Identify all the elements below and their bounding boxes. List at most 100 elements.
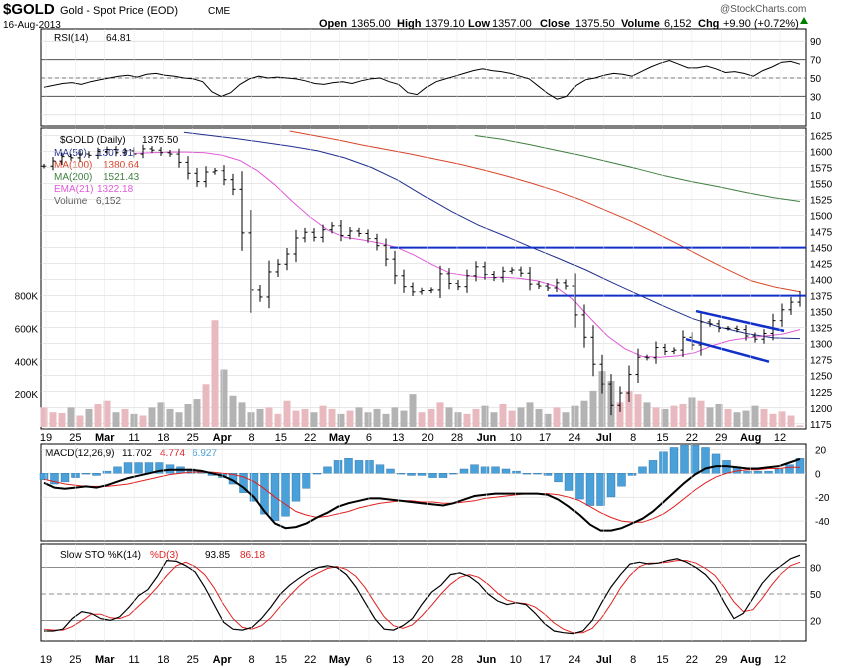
volume-bar bbox=[535, 408, 543, 427]
x-tick-label-bottom: 19 bbox=[40, 654, 52, 666]
volume-bar bbox=[121, 408, 129, 427]
macd-histogram-bar bbox=[134, 462, 143, 474]
price-tick-label: 1600 bbox=[810, 148, 833, 159]
macd-histogram-bar bbox=[774, 468, 784, 474]
exchange-label: CME bbox=[208, 6, 231, 17]
volume-bar bbox=[589, 390, 597, 427]
macd-legend-label: MACD(12,26,9) bbox=[45, 448, 114, 459]
macd-histogram-bar bbox=[659, 451, 668, 474]
macd-histogram-bar bbox=[680, 445, 689, 474]
x-tick-label-top: Jul bbox=[596, 432, 612, 444]
volume-bar bbox=[184, 404, 192, 427]
x-tick-label-bottom: 11 bbox=[128, 654, 139, 666]
macd-histogram-bar bbox=[239, 473, 248, 493]
x-tick-label-top: May bbox=[329, 432, 351, 444]
x-tick-label-top: 15 bbox=[656, 432, 668, 444]
rsi-plot: 10 30 50 70 90 bbox=[41, 37, 822, 122]
high-value: 1379.10 bbox=[425, 18, 465, 30]
up-arrow-icon bbox=[800, 17, 808, 24]
x-tick-label-top: 20 bbox=[422, 432, 434, 444]
low-label: Low bbox=[468, 18, 490, 30]
volume-bar bbox=[76, 415, 84, 427]
macd-tick-label: 0 bbox=[815, 469, 821, 480]
x-tick-label-bottom: 6 bbox=[366, 654, 372, 666]
sto-d-line bbox=[43, 560, 801, 634]
volume-bar bbox=[697, 400, 705, 427]
macd-histogram-bar bbox=[396, 473, 406, 475]
x-tick-label-bottom: Apr bbox=[213, 654, 233, 666]
volume-bar bbox=[760, 408, 768, 427]
volume-bar bbox=[472, 408, 480, 427]
macd-histogram-value: 6.927 bbox=[192, 448, 217, 459]
volume-bar bbox=[175, 412, 183, 427]
volume-bar bbox=[391, 407, 399, 427]
macd-histogram-bar bbox=[617, 473, 626, 487]
macd-histogram-bar bbox=[281, 473, 290, 517]
macd-legend: MACD(12,26,9) 11.702 4.774 6.927 bbox=[45, 448, 217, 459]
stochastic-legend: Slow STO %K(14) %D(3) 93.85 86.18 bbox=[60, 550, 265, 561]
x-tick-label-bottom: 15 bbox=[656, 654, 668, 666]
volume-bar bbox=[571, 405, 579, 427]
macd-histogram-bar bbox=[365, 460, 374, 474]
x-tick-label-bottom: 12 bbox=[774, 654, 786, 666]
chart-date: 16-Aug-2013 bbox=[3, 20, 61, 31]
chg-label: Chg bbox=[698, 18, 719, 30]
volume-bar bbox=[112, 412, 120, 427]
ma100-legend-value: 1380.64 bbox=[103, 160, 140, 171]
x-tick-label-bottom: 8 bbox=[630, 654, 636, 666]
macd-histogram-bar bbox=[113, 466, 122, 474]
open-value: 1365.00 bbox=[351, 18, 391, 30]
rsi-line bbox=[43, 59, 801, 100]
macd-histogram-bar bbox=[375, 464, 385, 474]
volume-bar bbox=[409, 394, 417, 427]
macd-line bbox=[43, 457, 801, 532]
price-tick-label: 1275 bbox=[810, 356, 833, 367]
macd-histogram-bar bbox=[543, 473, 553, 476]
macd-histogram-bar bbox=[302, 473, 311, 489]
volume-bar bbox=[355, 407, 363, 427]
macd-panel bbox=[40, 443, 807, 542]
symbol-title: $GOLD bbox=[3, 1, 55, 18]
ma50-legend-label: MA(50) bbox=[54, 148, 87, 159]
volume-bar bbox=[634, 394, 642, 427]
volume-bar bbox=[490, 412, 498, 427]
volume-bar bbox=[364, 412, 372, 427]
rsi-tick-label: 10 bbox=[810, 111, 822, 122]
x-tick-label-top: 17 bbox=[539, 432, 551, 444]
volume-bar bbox=[616, 402, 624, 427]
x-tick-label-bottom: 8 bbox=[248, 654, 254, 666]
volume-bar bbox=[463, 413, 471, 427]
macd-histogram-bar bbox=[354, 460, 364, 474]
macd-histogram-bar bbox=[690, 445, 700, 474]
macd-histogram-bar bbox=[596, 473, 605, 506]
macd-histogram-bar bbox=[291, 473, 301, 502]
volume-bar bbox=[346, 410, 354, 427]
volume-tick-label: 200K bbox=[15, 390, 39, 401]
volume-label: Volume bbox=[621, 18, 660, 30]
macd-histogram-bar bbox=[480, 466, 490, 474]
macd-histogram-bar bbox=[123, 462, 133, 474]
macd-histogram-bar bbox=[753, 470, 763, 474]
ma50-line bbox=[183, 131, 801, 340]
macd-histogram-bar bbox=[638, 466, 647, 474]
volume-bar bbox=[436, 402, 444, 427]
price-tick-label: 1200 bbox=[810, 404, 833, 415]
macd-histogram-bar bbox=[501, 468, 511, 474]
macd-histogram-bar bbox=[417, 473, 427, 476]
macd-histogram-bar bbox=[102, 470, 112, 474]
macd-histogram-bar bbox=[50, 473, 59, 485]
low-value: 1357.00 bbox=[492, 18, 532, 30]
ma100-legend-label: MA(100) bbox=[54, 160, 92, 171]
sto-k-legend-value: 93.85 bbox=[205, 550, 230, 561]
price-tick-label: 1575 bbox=[810, 164, 833, 175]
x-tick-label-bottom: 25 bbox=[69, 654, 81, 666]
macd-histogram-bar bbox=[323, 466, 332, 474]
volume-tick-label: 600K bbox=[15, 324, 39, 335]
volume-bar bbox=[148, 407, 156, 427]
x-tick-label-bottom: 22 bbox=[304, 654, 316, 666]
x-tick-label-top: 19 bbox=[40, 432, 52, 444]
x-tick-label-top: 8 bbox=[630, 432, 636, 444]
macd-tick-label: -20 bbox=[815, 493, 830, 504]
ema21-legend-value: 1322.18 bbox=[97, 184, 134, 195]
